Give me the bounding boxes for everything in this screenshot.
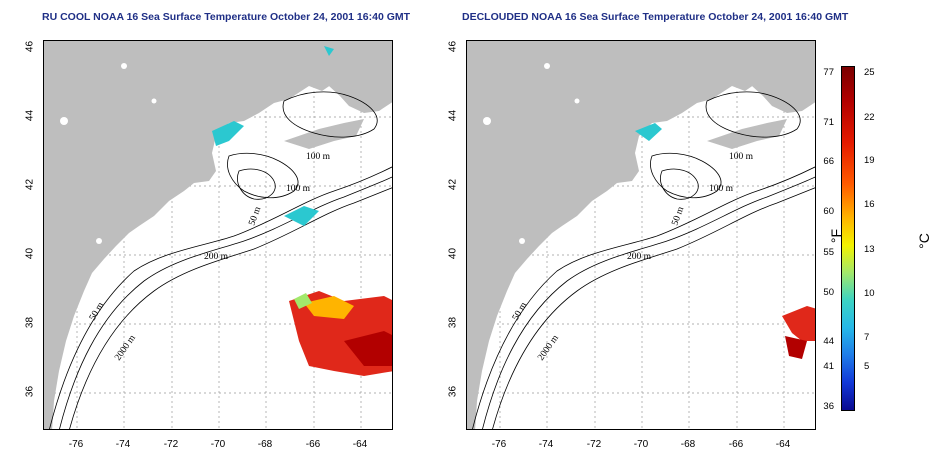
colorbar-c-label: 19	[864, 155, 875, 166]
contour-label-100m-a: 100 m	[306, 152, 331, 162]
y-tick-left: 38	[24, 316, 36, 329]
colorbar-c-label: 7	[864, 332, 870, 343]
y-tick-left: 40	[24, 247, 36, 260]
x-tick-right: -76	[491, 439, 507, 450]
contour-label-200m: 200 m	[627, 252, 652, 262]
contour-label-50m-b: 50 m	[88, 300, 107, 322]
colorbar-f-label: 55	[823, 247, 834, 258]
y-tick-left: 44	[24, 109, 36, 122]
colorbar-f-label: 36	[823, 401, 834, 412]
y-tick-right: 46	[447, 40, 459, 53]
title-right: DECLOUDED NOAA 16 Sea Surface Temperatur…	[462, 11, 849, 23]
colorbar-f-label: 66	[823, 156, 834, 167]
x-tick-right: -72	[586, 439, 602, 450]
y-tick-left: 46	[24, 40, 36, 53]
colorbar-f-label: 77	[823, 67, 834, 78]
x-tick-right: -70	[633, 439, 649, 450]
contour-label-2000m: 2000 m	[536, 333, 561, 363]
colorbar-f-label: 50	[823, 287, 834, 298]
contour-label-100m-b: 100 m	[709, 184, 734, 194]
colorbar-f-label: 60	[823, 206, 834, 217]
colorbar-c-label: 25	[864, 67, 875, 78]
x-tick-right: -66	[728, 439, 744, 450]
x-tick-left: -70	[210, 439, 226, 450]
contour-label-100m-a: 100 m	[729, 152, 754, 162]
x-tick-right: -68	[680, 439, 696, 450]
contour-label-100m-b: 100 m	[286, 184, 311, 194]
title-left: RU COOL NOAA 16 Sea Surface Temperature …	[42, 11, 411, 23]
x-tick-left: -66	[305, 439, 321, 450]
colorbar-c-label: 5	[864, 361, 870, 372]
y-tick-right: 40	[447, 247, 459, 260]
y-tick-left: 42	[24, 178, 36, 191]
contour-label-50m-a: 50 m	[670, 205, 686, 227]
colorbar-c-label: 13	[864, 244, 875, 255]
y-tick-right: 42	[447, 178, 459, 191]
temperature-colorbar	[841, 66, 855, 411]
colorbar-c-label: 22	[864, 112, 875, 123]
x-tick-left: -72	[163, 439, 179, 450]
y-tick-right: 44	[447, 109, 459, 122]
y-tick-left: 36	[24, 385, 36, 398]
x-tick-left: -64	[352, 439, 368, 450]
contour-label-2000m: 2000 m	[113, 333, 138, 363]
sst-map-right: 100 m 100 m 50 m 200 m 50 m 2000 m	[466, 40, 816, 430]
x-tick-right: -64	[775, 439, 791, 450]
contour-label-50m-a: 50 m	[247, 205, 263, 227]
contour-label-200m: 200 m	[204, 252, 229, 262]
x-tick-left: -74	[115, 439, 131, 450]
unit-celsius: °C	[915, 233, 932, 249]
colorbar-f-label: 44	[823, 336, 834, 347]
colorbar-c-label: 10	[864, 288, 875, 299]
contour-label-50m-b: 50 m	[511, 300, 530, 322]
x-tick-left: -68	[257, 439, 273, 450]
unit-fahrenheit: °F	[828, 228, 845, 244]
x-tick-left: -76	[68, 439, 84, 450]
sst-map-left: 100 m 100 m 50 m 200 m 50 m 2000 m	[43, 40, 393, 430]
colorbar-c-label: 16	[864, 199, 875, 210]
y-tick-right: 36	[447, 385, 459, 398]
land	[44, 41, 374, 429]
colorbar-f-label: 41	[823, 361, 834, 372]
x-tick-right: -74	[538, 439, 554, 450]
y-tick-right: 38	[447, 316, 459, 329]
colorbar-f-label: 71	[823, 117, 834, 128]
